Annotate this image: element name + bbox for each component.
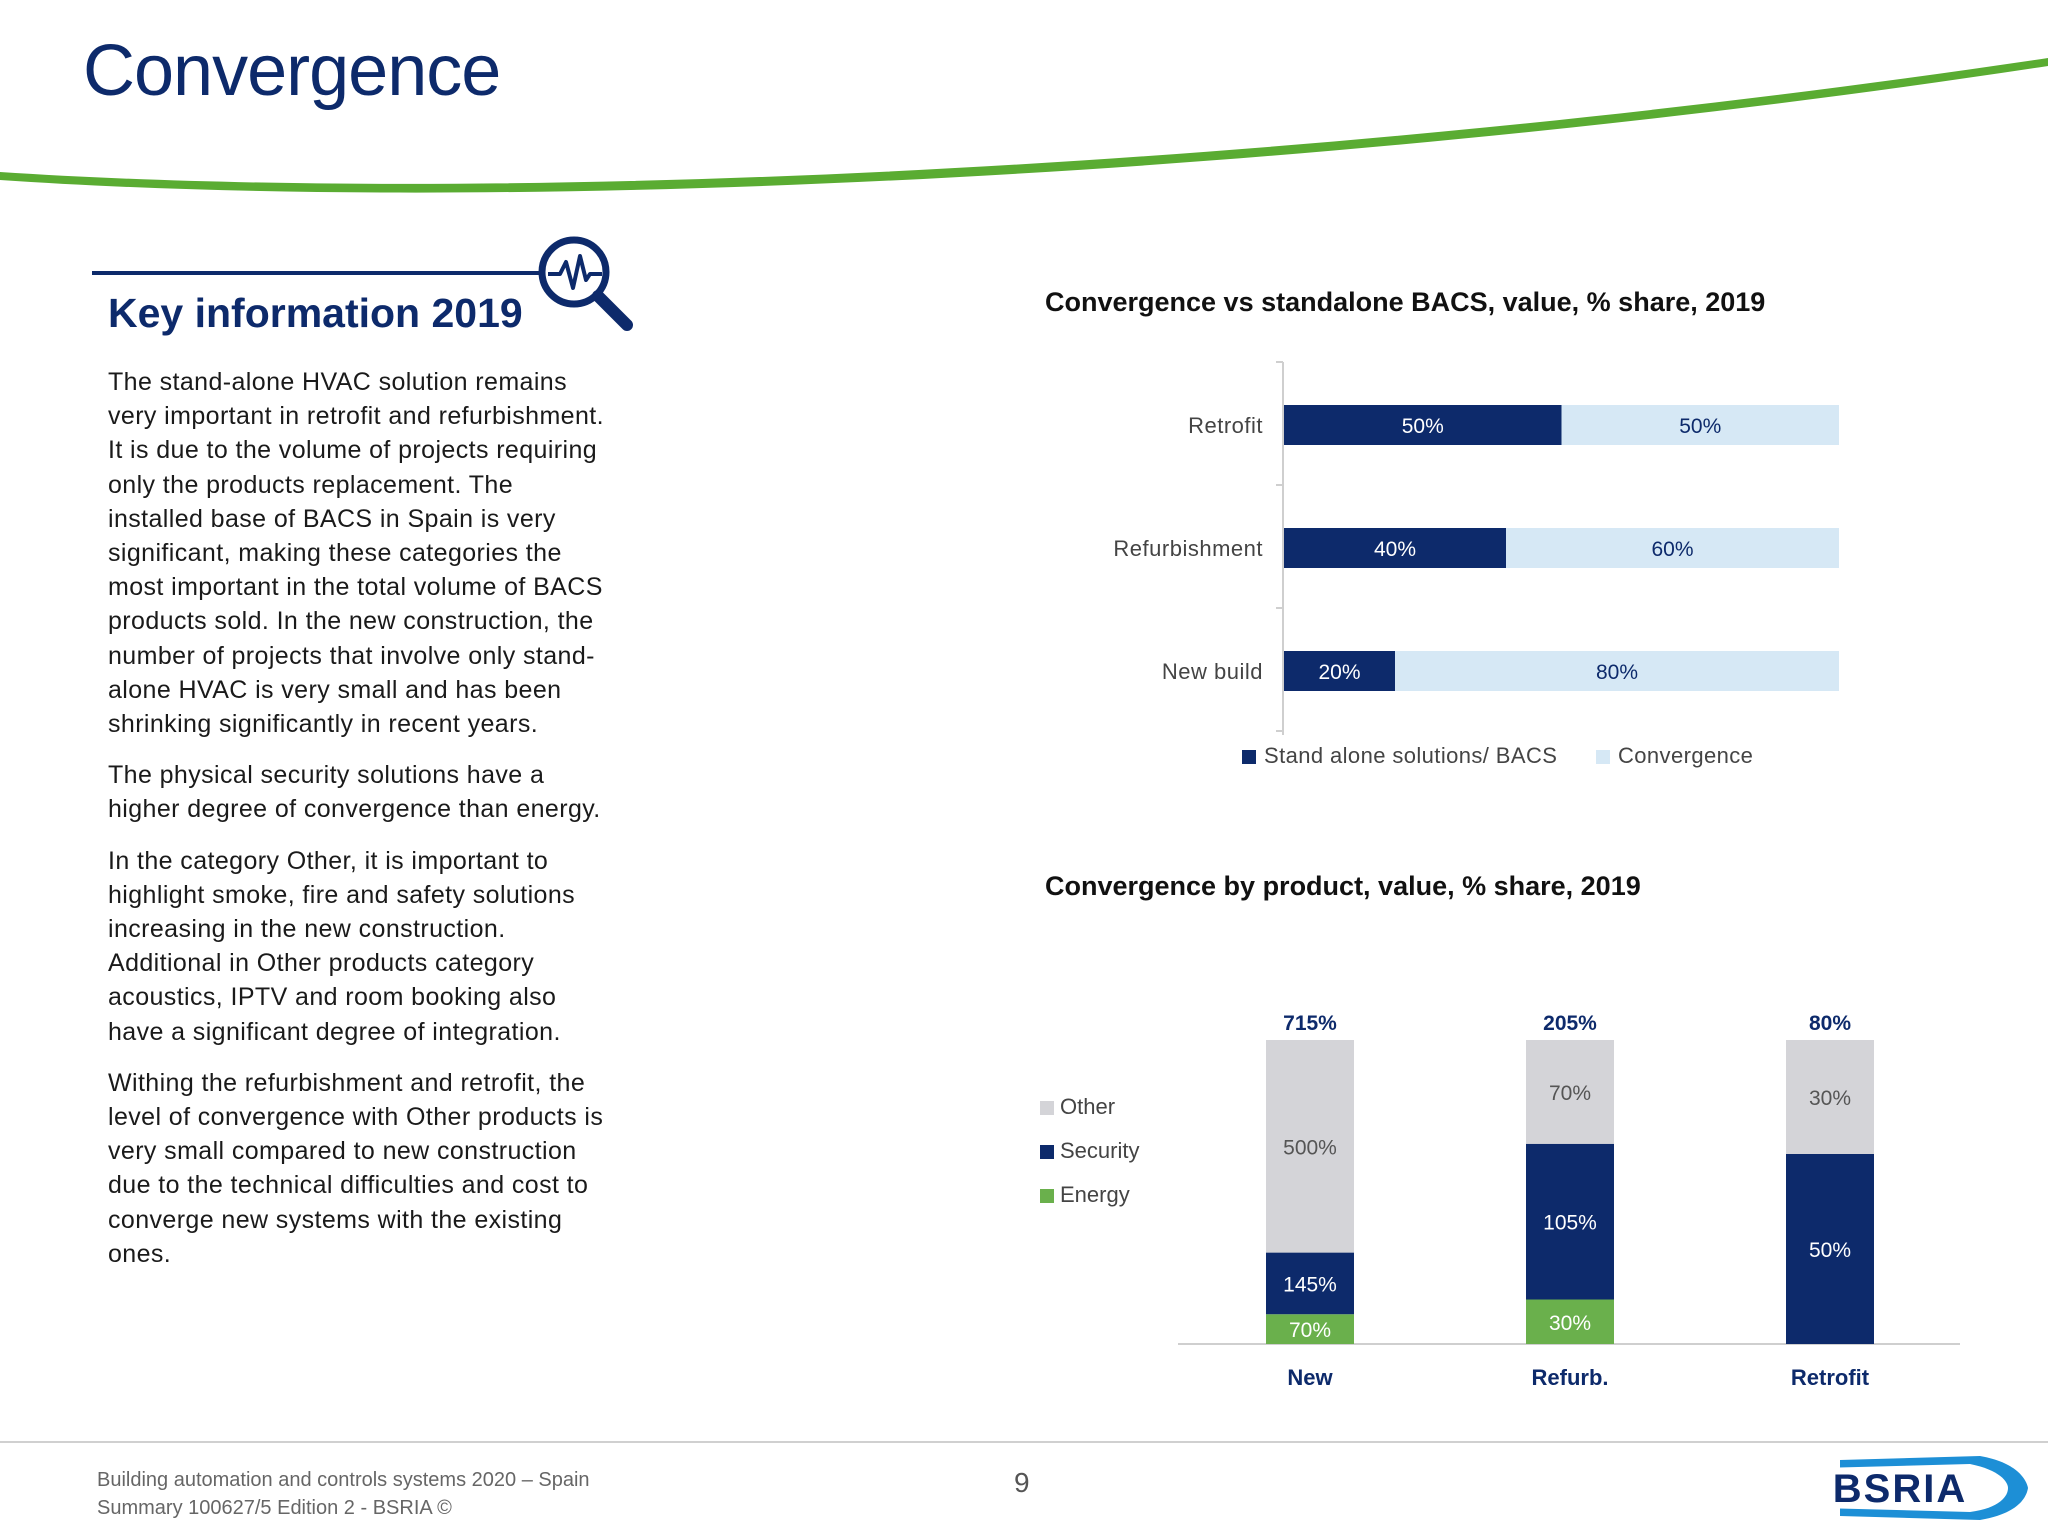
chart2-stacked-column: 70%145%500%715%New30%105%70%205%Refurb.0… — [1040, 1012, 1960, 1390]
chart1-title: Convergence vs standalone BACS, value, %… — [1045, 287, 1766, 317]
chart2-category-label: New — [1287, 1365, 1333, 1390]
chart2-category-label: Retrofit — [1791, 1365, 1870, 1390]
chart1-category-label: Refurbishment — [1113, 536, 1263, 561]
bsria-logo: BSRIA — [1820, 1456, 2028, 1520]
chart1-data-label: 20% — [1318, 661, 1360, 684]
chart2-data-label: 30% — [1549, 1312, 1591, 1335]
chart2-total-label: 80% — [1809, 1012, 1851, 1035]
chart2-data-label: 70% — [1289, 1319, 1331, 1342]
chart1-bar-segment — [1395, 651, 1839, 691]
chart2-legend-label: Energy — [1060, 1182, 1130, 1207]
header-swoosh — [0, 58, 2048, 193]
chart2-title: Convergence by product, value, % share, … — [1045, 871, 1641, 901]
chart1-data-label: 60% — [1651, 538, 1693, 561]
chart1-legend-swatch — [1596, 750, 1610, 764]
chart1-data-label: 50% — [1402, 415, 1444, 438]
chart1-bar-segment — [1284, 651, 1395, 691]
body-paragraph: Withing the refurbishment and retrofit, … — [108, 1068, 604, 1268]
footer-divider — [0, 1441, 2048, 1443]
chart1-category-label: Retrofit — [1188, 413, 1263, 438]
chart2-data-label: 70% — [1549, 1082, 1591, 1105]
body-paragraph: The physical security solutions have a h… — [108, 761, 601, 824]
chart2-bar-segment — [1266, 1314, 1354, 1344]
magnifier-pulse-icon — [538, 236, 633, 331]
chart1-legend-swatch — [1242, 750, 1256, 764]
chart2-bar-segment — [1526, 1143, 1614, 1300]
footer-citation: Building automation and controls systems… — [97, 1466, 590, 1522]
chart2-data-label: 30% — [1809, 1087, 1851, 1110]
key-info-heading: Key information 2019 — [108, 290, 523, 336]
chart1-data-label: 50% — [1679, 415, 1721, 438]
chart2-legend-label: Other — [1060, 1094, 1115, 1119]
chart2-category-label: Refurb. — [1532, 1365, 1609, 1390]
chart2-legend-swatch — [1040, 1101, 1054, 1115]
chart1-stacked-bar: Retrofit 50% 50% Refurbishment 40% 60% New bui… — [1113, 361, 1839, 768]
chart2-bar-segment — [1266, 1252, 1354, 1315]
chart2-legend-swatch — [1040, 1189, 1054, 1203]
page-number: 9 — [1014, 1467, 1030, 1498]
chart1-bar-segment — [1506, 528, 1839, 568]
footer-line2: Summary 100627/5 Edition 2 - BSRIA © — [97, 1497, 452, 1519]
svg-text:BSRIA: BSRIA — [1833, 1467, 1967, 1511]
chart2-bar-segment — [1526, 1040, 1614, 1144]
chart2-data-label: 105% — [1543, 1212, 1597, 1235]
chart2-data-label: 50% — [1809, 1239, 1851, 1262]
chart2-bar-segment — [1266, 1040, 1354, 1253]
page-title: Convergence — [83, 31, 501, 111]
chart2-data-label: 500% — [1283, 1136, 1337, 1159]
chart1-legend-label: Stand alone solutions/ BACS — [1264, 743, 1557, 768]
chart2-bar-segment — [1786, 1154, 1874, 1344]
key-info-body: The stand-alone HVAC solution remains ve… — [108, 365, 608, 1288]
chart1-bar-segment — [1284, 405, 1562, 445]
body-paragraph: In the category Other, it is important t… — [108, 846, 576, 1046]
chart2-total-label: 205% — [1543, 1012, 1597, 1035]
chart1-bar-segment — [1561, 405, 1839, 445]
chart1-data-label: 80% — [1596, 661, 1638, 684]
body-paragraph: The stand-alone HVAC solution remains ve… — [108, 368, 604, 739]
chart2-legend-label: Security — [1060, 1138, 1139, 1163]
chart1-category-label: New build — [1162, 659, 1263, 684]
footer-line1: Building automation and controls systems… — [97, 1469, 590, 1491]
chart2-bar-segment — [1786, 1040, 1874, 1154]
chart2-legend-swatch — [1040, 1145, 1054, 1159]
chart1-legend-label: Convergence — [1618, 743, 1753, 768]
key-info-rule — [92, 271, 540, 275]
chart2-data-label: 145% — [1283, 1273, 1337, 1296]
chart2-bar-segment — [1526, 1299, 1614, 1344]
chart2-total-label: 715% — [1283, 1012, 1337, 1035]
chart1-bar-segment — [1284, 528, 1506, 568]
chart1-data-label: 40% — [1374, 538, 1416, 561]
